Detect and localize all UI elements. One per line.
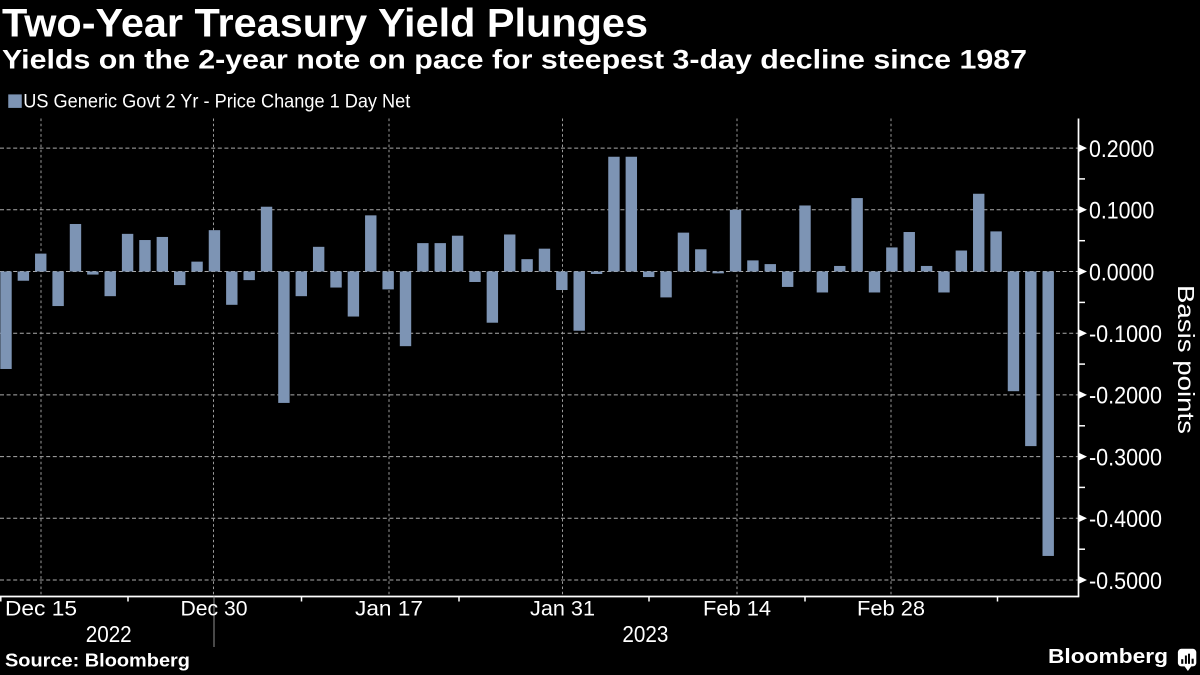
svg-text:Dec 30: Dec 30 xyxy=(181,597,248,621)
svg-text:Feb 28: Feb 28 xyxy=(857,597,925,621)
svg-text:-0.4000: -0.4000 xyxy=(1089,506,1162,533)
svg-text:-0.5000: -0.5000 xyxy=(1089,568,1162,595)
svg-text:0.2000: 0.2000 xyxy=(1089,136,1154,163)
svg-text:Jan 17: Jan 17 xyxy=(355,597,423,621)
svg-text:US Generic Govt 2 Yr - Price C: US Generic Govt 2 Yr - Price Change 1 Da… xyxy=(23,90,411,112)
svg-text:-0.3000: -0.3000 xyxy=(1089,444,1162,471)
svg-text:0.0000: 0.0000 xyxy=(1089,259,1154,286)
svg-text:Basis points: Basis points xyxy=(1173,285,1199,434)
svg-text:0.1000: 0.1000 xyxy=(1089,198,1154,225)
svg-text:Two-Year Treasury Yield Plunge: Two-Year Treasury Yield Plunges xyxy=(2,2,648,46)
svg-text:Feb 14: Feb 14 xyxy=(703,597,771,621)
svg-text:Yields on the 2-year note on p: Yields on the 2-year note on pace for st… xyxy=(2,45,1027,75)
svg-text:Bloomberg: Bloomberg xyxy=(1048,646,1168,668)
svg-text:-0.1000: -0.1000 xyxy=(1089,321,1162,348)
svg-text:2022: 2022 xyxy=(86,621,132,647)
svg-text:Source: Bloomberg: Source: Bloomberg xyxy=(5,651,190,671)
svg-text:-0.2000: -0.2000 xyxy=(1089,383,1162,410)
svg-text:Jan 31: Jan 31 xyxy=(530,597,595,621)
svg-text:2023: 2023 xyxy=(622,621,668,647)
svg-text:Dec 15: Dec 15 xyxy=(5,597,77,621)
